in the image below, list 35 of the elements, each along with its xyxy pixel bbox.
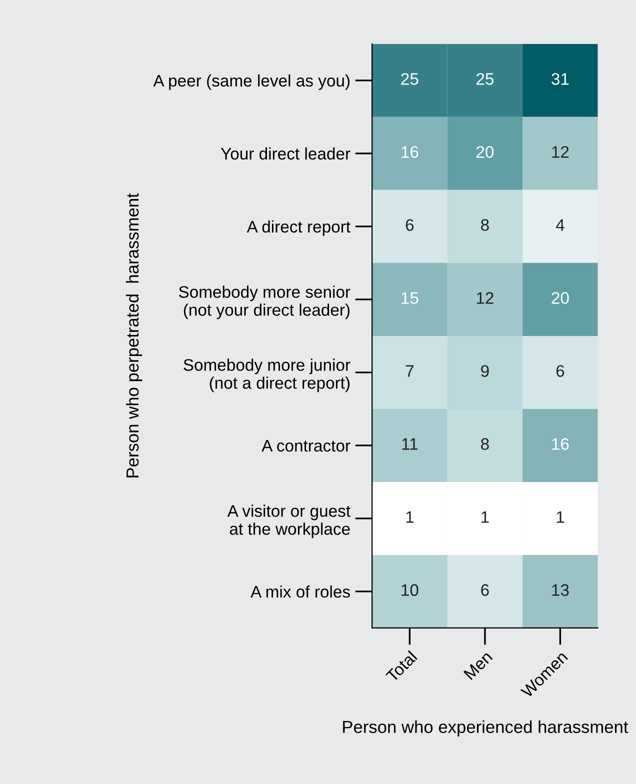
data-label: 11 <box>402 438 418 450</box>
data-label: 13 <box>552 584 569 596</box>
data-label: 25 <box>476 73 494 85</box>
data-label: 25 <box>401 73 418 85</box>
x-axis-title: Person who experienced harassment <box>343 720 628 737</box>
y-tick-label: A contractor <box>262 440 350 452</box>
data-label: 4 <box>556 219 564 231</box>
data-label: 12 <box>476 292 494 304</box>
y-tick-label: A mix of roles <box>250 585 350 598</box>
data-label: 9 <box>481 365 489 377</box>
data-label: 1 <box>556 511 564 523</box>
data-label: 8 <box>481 219 489 231</box>
data-label: 6 <box>481 584 489 596</box>
data-label: 7 <box>406 365 414 377</box>
x-tick-label: Men <box>463 650 493 680</box>
y-tick-label: Your direct leader <box>220 147 350 160</box>
data-label: 16 <box>552 438 569 450</box>
data-label: 20 <box>552 292 569 304</box>
data-label: 6 <box>406 219 414 231</box>
y-axis-title: Person who perpetrated harassment <box>126 193 142 478</box>
data-label: 1 <box>406 511 414 523</box>
data-label: 1 <box>482 511 489 523</box>
data-label: 8 <box>481 438 489 450</box>
y-tick-label: Somebody more senior (not your direct leader) <box>178 286 350 320</box>
data-label: 10 <box>402 584 418 596</box>
data-label: 6 <box>556 365 564 377</box>
y-tick-label: A visitor or guest at the workplace <box>227 504 350 538</box>
data-label: 15 <box>402 292 418 304</box>
data-label: 31 <box>552 73 569 85</box>
data-label: 16 <box>402 146 418 158</box>
y-tick-label: A peer (same level as you) <box>153 74 350 90</box>
data-label: 12 <box>552 146 569 158</box>
data-label: 20 <box>476 146 494 158</box>
y-tick-label: A direct report <box>246 220 350 236</box>
y-tick-label: Somebody more junior (not a direct report) <box>184 358 350 392</box>
